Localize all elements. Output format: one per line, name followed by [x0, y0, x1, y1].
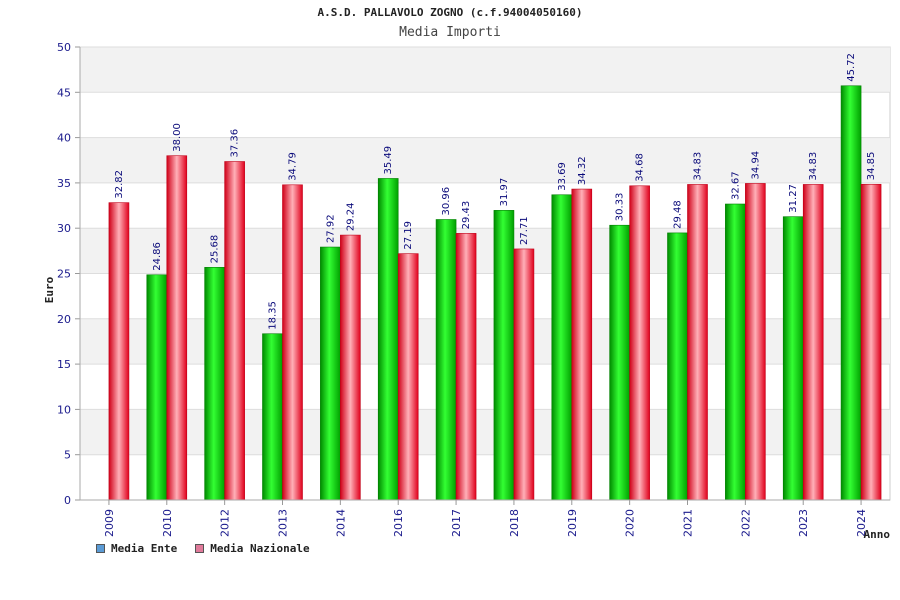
bar-media-nazionale	[571, 188, 593, 501]
value-label: 30.96	[441, 187, 452, 216]
value-label: 25.68	[210, 235, 221, 264]
x-tick-label: 2018	[508, 509, 521, 537]
bar-media-ente	[840, 85, 862, 501]
legend-label-media-nazionale: Media Nazionale	[210, 542, 310, 555]
y-tick-label: 25	[57, 268, 71, 281]
bar-media-nazionale	[397, 253, 419, 501]
y-tick-label: 15	[57, 358, 71, 371]
grid-band	[80, 228, 890, 274]
y-tick-label: 40	[57, 132, 71, 145]
bar-media-nazionale	[455, 233, 477, 501]
x-tick-label: 2009	[103, 509, 116, 537]
legend-label-media-ente: Media Ente	[111, 542, 178, 555]
x-tick-label: 2012	[219, 509, 232, 537]
value-label: 27.92	[325, 214, 336, 243]
value-label: 34.83	[808, 152, 819, 181]
x-tick-label: 2010	[161, 509, 174, 537]
bar-media-ente	[377, 178, 399, 501]
bar-media-ente	[493, 210, 515, 501]
value-label: 34.85	[866, 152, 877, 181]
value-label: 29.24	[345, 202, 356, 231]
bar-media-ente	[725, 203, 746, 501]
y-tick-label: 0	[64, 494, 71, 507]
value-label: 33.69	[557, 162, 568, 191]
value-label: 37.36	[230, 129, 241, 158]
legend-swatch-media-nazionale	[195, 544, 205, 553]
value-label: 45.72	[846, 53, 857, 82]
grid-band	[80, 47, 890, 93]
bar-media-ente	[782, 216, 804, 501]
value-label: 27.71	[519, 216, 530, 245]
value-label: 24.86	[152, 242, 163, 271]
value-label: 34.32	[577, 156, 588, 185]
x-tick-label: 2014	[334, 509, 347, 537]
y-tick-label: 45	[57, 86, 71, 99]
bar-media-ente	[146, 274, 168, 501]
bar-media-nazionale	[340, 234, 361, 501]
value-label: 32.67	[730, 171, 741, 200]
y-tick-label: 30	[57, 222, 71, 235]
bar-media-ente	[551, 194, 573, 501]
grid-band	[80, 137, 890, 183]
legend-swatch-media-ente	[96, 544, 105, 553]
bar-media-nazionale	[224, 161, 245, 501]
value-label: 29.43	[461, 201, 472, 230]
x-tick-label: 2021	[682, 509, 695, 537]
y-tick-label: 10	[57, 403, 71, 416]
y-tick-label: 20	[57, 313, 71, 326]
value-label: 29.48	[673, 200, 684, 229]
bar-media-ente	[262, 333, 283, 501]
grid-band	[80, 409, 890, 455]
x-tick-label: 2016	[392, 509, 405, 537]
bar-media-nazionale	[687, 184, 708, 501]
bar-media-ente	[435, 219, 457, 501]
x-tick-label: 2024	[855, 509, 868, 537]
legend-item-media-ente: Media Ente	[96, 542, 177, 555]
bar-media-nazionale	[745, 183, 766, 501]
bar-media-nazionale	[108, 202, 130, 501]
bar-media-nazionale	[860, 183, 882, 501]
value-label: 34.94	[750, 151, 761, 180]
x-tick-label: 2017	[450, 509, 463, 537]
chart-title: A.S.D. PALLAVOLO ZOGNO (c.f.94004050160)	[317, 6, 583, 19]
value-label: 31.27	[788, 184, 799, 213]
legend: Media Ente Media Nazionale	[96, 542, 310, 555]
value-label: 34.83	[693, 152, 704, 181]
bar-media-ente	[667, 232, 688, 501]
bar-media-nazionale	[282, 184, 303, 501]
legend-item-media-nazionale: Media Nazionale	[195, 542, 310, 555]
chart-subtitle: Media Importi	[399, 25, 501, 40]
bar-media-nazionale	[629, 185, 650, 501]
value-label: 34.79	[288, 152, 299, 181]
bar-media-nazionale	[513, 248, 535, 501]
bar-media-ente	[320, 246, 341, 501]
x-tick-label: 2019	[566, 509, 579, 537]
value-label: 34.68	[635, 153, 646, 182]
value-label: 30.33	[615, 193, 626, 222]
x-tick-label: 2023	[797, 509, 810, 537]
value-label: 27.19	[403, 221, 414, 250]
bar-media-ente	[609, 224, 630, 501]
y-tick-label: 50	[57, 41, 71, 54]
y-axis-title: Euro	[43, 276, 56, 303]
y-tick-label: 35	[57, 177, 71, 190]
value-label: 38.00	[172, 123, 183, 152]
x-tick-label: 2013	[277, 509, 290, 537]
value-label: 31.97	[499, 178, 510, 207]
value-label: 18.35	[268, 301, 279, 330]
bar-media-ente	[204, 267, 225, 501]
value-label: 35.49	[383, 146, 394, 175]
x-tick-label: 2022	[739, 509, 752, 537]
bar-media-nazionale	[166, 155, 188, 501]
x-axis-title: Anno	[864, 528, 891, 541]
grid-band	[80, 318, 890, 365]
bar-media-nazionale	[802, 184, 824, 501]
value-label: 32.82	[114, 170, 125, 199]
y-tick-label: 5	[64, 449, 71, 462]
x-tick-label: 2020	[624, 509, 637, 537]
